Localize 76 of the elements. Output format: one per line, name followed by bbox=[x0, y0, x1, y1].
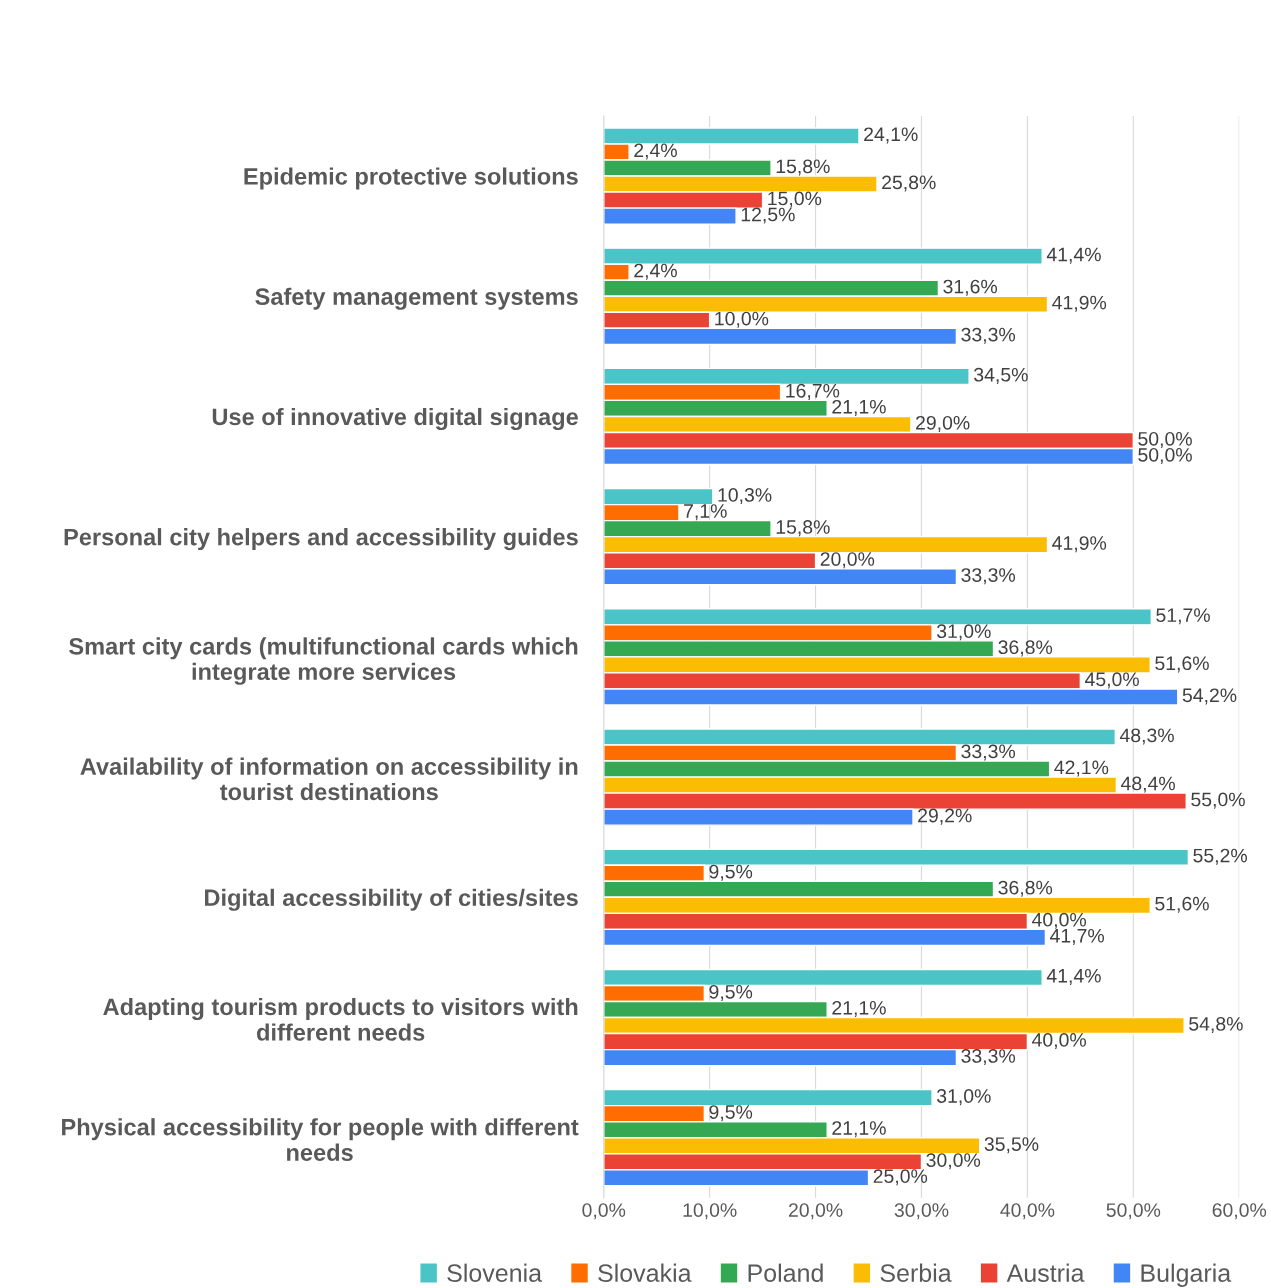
data-label: 25,0% bbox=[873, 1169, 928, 1186]
data-label: 54,2% bbox=[1182, 688, 1237, 705]
data-label: 41,9% bbox=[1052, 536, 1107, 553]
data-label: 31,6% bbox=[943, 279, 998, 296]
data-label: 33,3% bbox=[961, 568, 1016, 585]
legend-label: Slovakia bbox=[598, 1263, 692, 1282]
data-label: 10,3% bbox=[718, 488, 772, 505]
legend-label: Austria bbox=[1006, 1263, 1085, 1282]
data-label: 29,0% bbox=[916, 415, 970, 432]
x-tick-label: 0,0% bbox=[582, 1203, 626, 1220]
data-label: 33,3% bbox=[961, 1049, 1016, 1066]
data-label: 40,0% bbox=[1032, 1033, 1086, 1050]
data-label: 24,1% bbox=[864, 127, 918, 144]
x-tick-label: 40,0% bbox=[1000, 1203, 1055, 1220]
data-label: 7,1% bbox=[684, 504, 727, 521]
data-label: 51,6% bbox=[1155, 896, 1209, 913]
y-tick-label: Physical accessibility for people with different needs bbox=[62, 1118, 579, 1161]
data-label: 33,3% bbox=[961, 744, 1016, 761]
data-label: 41,7% bbox=[1050, 928, 1105, 945]
data-label: 36,8% bbox=[998, 880, 1053, 897]
data-label: 54,8% bbox=[1189, 1016, 1243, 1034]
data-label: 15,8% bbox=[776, 520, 830, 537]
data-label: 50,0% bbox=[1138, 431, 1192, 449]
y-tick-label: Smart city cards (multifunctional cards which integrate more services bbox=[69, 637, 578, 685]
legend-label: Slovenia bbox=[447, 1263, 543, 1282]
data-label: 9,5% bbox=[709, 1105, 753, 1122]
y-tick-label: Use of innovative digital signage bbox=[212, 407, 578, 431]
data-label: 2,4% bbox=[634, 263, 677, 280]
legend-label: Bulgaria bbox=[1141, 1263, 1232, 1287]
y-tick-label: Adapting tourism products to visitors with different needs bbox=[103, 997, 578, 1041]
data-label: 55,0% bbox=[1191, 792, 1245, 809]
data-label: 16,7% bbox=[786, 383, 840, 400]
data-label: 31,0% bbox=[936, 624, 991, 641]
data-label: 21,1% bbox=[832, 1000, 886, 1018]
data-label: 29,2% bbox=[918, 808, 972, 825]
x-tick-label: 50,0% bbox=[1106, 1203, 1161, 1220]
data-label: 10,0% bbox=[715, 311, 769, 328]
data-label: 34,5% bbox=[974, 367, 1028, 384]
y-tick-label: Digital accessibility of cities/sites bbox=[205, 888, 578, 911]
data-label: 48,4% bbox=[1120, 776, 1175, 793]
data-label: 9,5% bbox=[709, 984, 753, 1001]
x-tick-label: 60,0% bbox=[1212, 1203, 1267, 1220]
y-tick-label: Personal city helpers and accessibility guides bbox=[64, 528, 578, 551]
data-label: 33,3% bbox=[961, 327, 1016, 344]
data-label: 51,6% bbox=[1155, 656, 1209, 673]
data-label: 21,1% bbox=[832, 1121, 886, 1138]
data-label: 41,9% bbox=[1052, 295, 1107, 312]
data-label: 2,4% bbox=[634, 143, 677, 160]
data-label: 30,0% bbox=[926, 1153, 981, 1170]
data-label: 21,1% bbox=[832, 399, 886, 416]
data-label: 31,0% bbox=[936, 1089, 991, 1106]
data-label: 40,0% bbox=[1032, 912, 1086, 929]
legend-label: Poland bbox=[748, 1263, 823, 1282]
y-tick-label: Safety management systems bbox=[255, 287, 578, 310]
data-label: 42,1% bbox=[1054, 760, 1109, 777]
data-label: 9,5% bbox=[709, 864, 753, 881]
data-label: 20,0% bbox=[820, 552, 875, 569]
data-label: 41,4% bbox=[1046, 247, 1101, 264]
data-label: 50,0% bbox=[1138, 447, 1192, 465]
x-tick-label: 20,0% bbox=[788, 1203, 843, 1220]
data-label: 41,4% bbox=[1046, 968, 1101, 985]
data-label: 15,8% bbox=[776, 159, 830, 176]
x-tick-label: 30,0% bbox=[894, 1203, 949, 1220]
y-tick-label: Availability of information on accessibility in tourist destinations bbox=[80, 757, 578, 801]
data-label: 25,8% bbox=[882, 175, 936, 192]
data-label: 48,3% bbox=[1119, 728, 1174, 745]
data-label: 35,5% bbox=[984, 1137, 1039, 1154]
legend-label: Serbia bbox=[880, 1263, 952, 1282]
data-label: 45,0% bbox=[1084, 672, 1139, 689]
data-label: 55,2% bbox=[1193, 848, 1247, 865]
y-tick-label: Epidemic protective solutions bbox=[244, 167, 578, 190]
data-label: 15,0% bbox=[768, 191, 822, 208]
data-label: 12,5% bbox=[741, 207, 795, 224]
data-label: 51,7% bbox=[1156, 608, 1210, 625]
x-tick-label: 10,0% bbox=[683, 1203, 737, 1220]
data-label: 36,8% bbox=[998, 640, 1053, 657]
